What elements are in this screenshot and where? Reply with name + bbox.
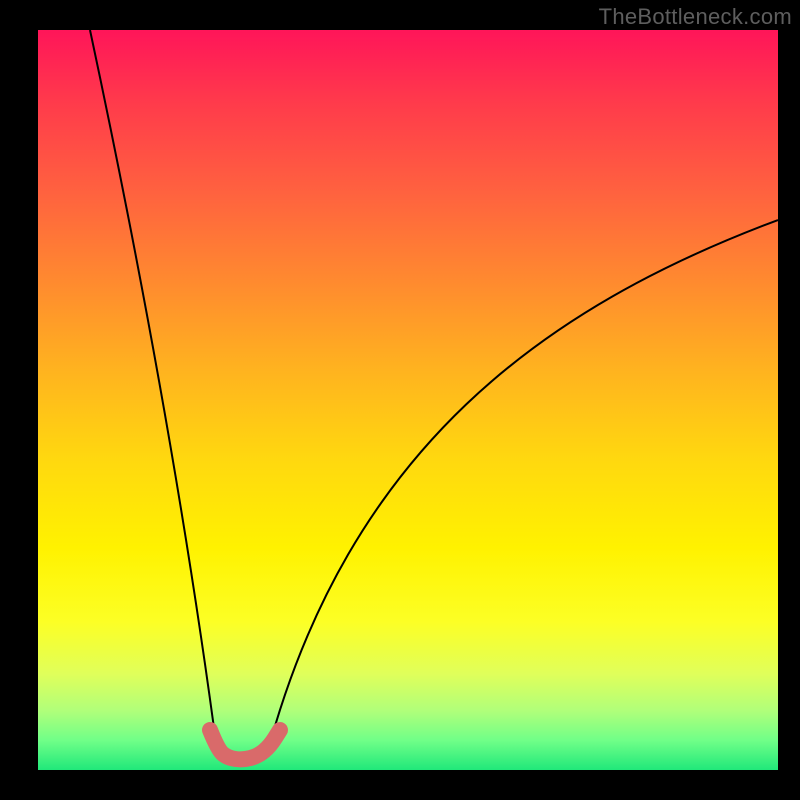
watermark-text: TheBottleneck.com <box>599 4 792 30</box>
plot-area <box>38 30 778 770</box>
gradient-background <box>38 30 778 770</box>
chart-svg <box>38 30 778 770</box>
